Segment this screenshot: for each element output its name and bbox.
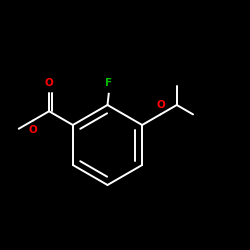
Text: F: F	[105, 78, 112, 88]
Text: O: O	[45, 78, 54, 88]
Text: O: O	[157, 100, 166, 110]
Text: O: O	[28, 125, 37, 135]
